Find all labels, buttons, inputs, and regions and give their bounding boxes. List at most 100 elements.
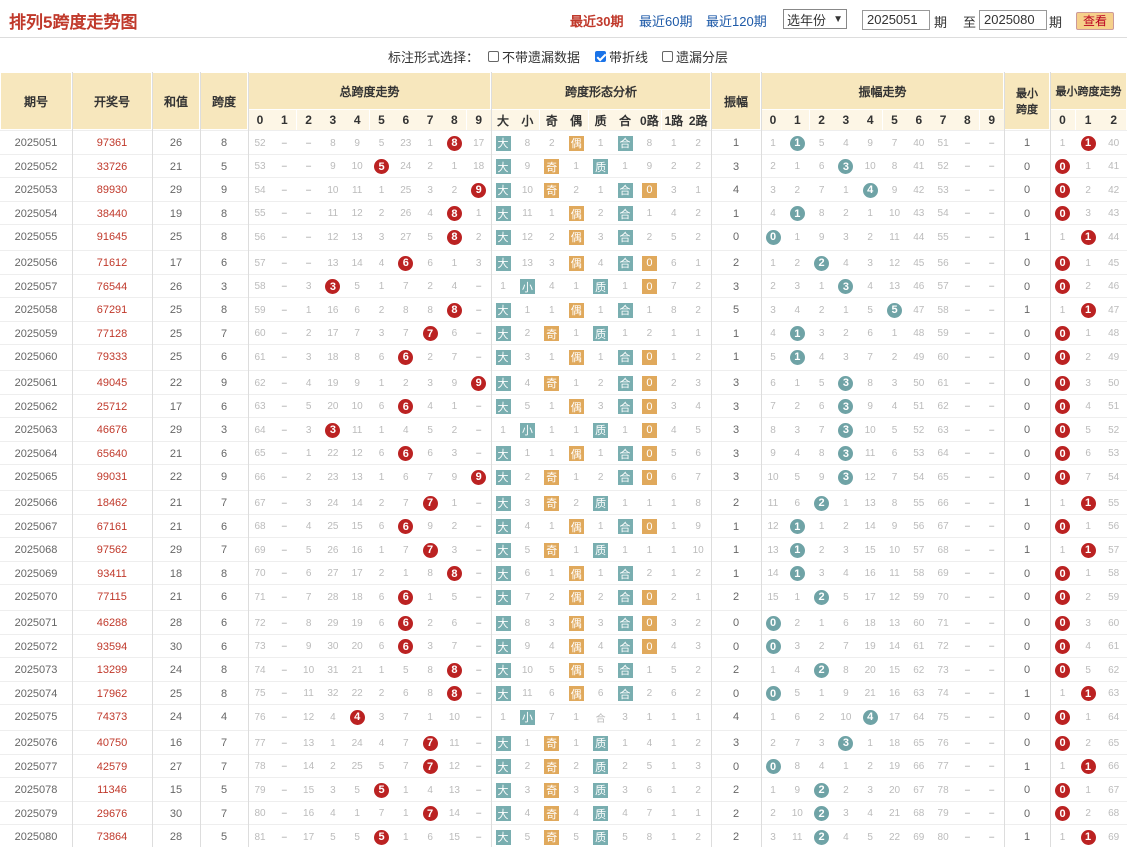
miss-value: 7 [305,591,312,603]
checkbox-layered[interactable] [662,51,673,62]
miss-value: 3 [524,497,531,509]
miss-dash: ━ [989,665,995,675]
miss-value: 9 [427,521,433,533]
span-cell: 6 [220,351,228,364]
miss-value: 8 [891,161,898,173]
link-recent-120[interactable]: 最近120期 [706,14,767,29]
min-span-cell: 0 [1023,737,1031,749]
amp-trend-cell: ━ [955,251,979,275]
miss-dash: ━ [989,712,995,722]
miss-value: 1 [1059,304,1066,316]
option-no-miss[interactable]: 不带遗漏数据 [488,47,580,66]
shape-cell: 8 [662,298,686,322]
sum-cell: 24 [169,664,183,677]
shape-cell: 1 [589,131,613,155]
amp-ball: 2 [814,662,830,678]
link-recent-60[interactable]: 最近60期 [639,14,693,29]
amp-trend-cell: 78 [931,778,955,802]
amp-trend-cell: 1 [761,131,785,155]
span-trend-cell: 4 [297,371,321,395]
miss-value: 1 [867,208,873,220]
subheader-amp-digit: 9 [979,110,1004,130]
span-trend-cell: 1 [370,371,394,395]
miss-value: 5 [305,401,312,413]
span-ball: 9 [471,375,487,391]
span-trend-cell: 6 [370,585,394,609]
sum-cell: 25 [169,687,183,700]
shape-cell: 奇 [540,755,564,779]
shape-cell: 6 [637,778,661,802]
checkbox-no-miss[interactable] [488,51,499,62]
shape-tag: 大 [495,302,511,318]
span-cell: 7 [220,544,228,557]
sum-cell: 25 [169,231,183,244]
min-trend-cell: 0 [1050,731,1075,755]
miss-value: 20 [351,641,363,653]
span-trend-cell: 6 [418,442,442,466]
min-trend-cell: 2 [1076,585,1101,609]
span-trend-cell: 9 [321,155,345,179]
miss-value: 1 [770,711,776,723]
miss-value: 79 [937,808,949,820]
option-no-miss-label: 不带遗漏数据 [502,50,581,65]
span-trend-cell: 1 [370,658,394,682]
checkbox-polyline[interactable] [595,51,606,62]
miss-value: 1 [891,328,898,340]
miss-value: 2 [1085,808,1091,820]
miss-value: 1 [573,737,579,749]
to-period-input[interactable]: 2025080 [979,10,1047,30]
min-span-cell: 1 [1023,687,1031,700]
span-cell: 8 [220,567,228,580]
link-recent-30[interactable]: 最近30期 [570,14,624,29]
miss-value: 59 [254,304,266,316]
miss-value: 61 [913,641,925,653]
amp-trend-cell: 10 [858,418,882,442]
amp-trend-cell: 12 [761,515,785,539]
miss-value: 17 [473,137,485,149]
miss-value: 13 [888,617,901,629]
amp-trend-cell: 5 [810,371,834,395]
amp-trend-cell: 11 [883,562,907,586]
amp-trend-cell: 5 [761,345,785,369]
span-trend-cell: 3 [297,418,321,442]
amp-trend-cell: 1 [785,562,809,586]
miss-value: 3 [524,351,531,363]
min-trend-cell: 0 [1050,515,1075,539]
shape-cell: 质 [589,155,613,179]
amp-trend-cell: 0 [761,611,785,635]
miss-value: 14 [767,568,779,580]
miss-value: 9 [891,521,898,533]
span-trend-cell: 58 [248,275,272,299]
miss-value: 2 [646,231,653,243]
amp-trend-cell: ━ [955,131,979,155]
shape-cell: 10 [686,538,710,562]
subheader-amp-digit: 6 [906,110,931,130]
option-layered[interactable]: 遗漏分层 [662,47,728,66]
amp-trend-cell: 60 [907,611,931,635]
miss-value: 2 [378,688,385,700]
miss-value: 74 [937,688,949,700]
amp-cell: 2 [732,497,740,509]
span-trend-cell: ━ [272,635,296,659]
span-trend-cell: 9 [467,465,491,489]
span-trend-cell: 7 [442,635,466,659]
table-row: 2025076 40750 16 7 77 ━ 13 1 24 4 7 7 11 ━ 大 1 奇 1 质 1 4 1 2 3 2… [0,730,1127,754]
amp-trend-cell: 2 [810,778,834,802]
view-button[interactable]: 查看 [1076,12,1114,30]
miss-value: 5 [549,664,555,676]
miss-value: 57 [937,281,949,293]
amp-trend-cell: 3 [785,635,809,659]
span-trend-cell: 8 [418,658,442,682]
option-polyline[interactable]: 带折线 [595,47,648,66]
min-ball: 0 [1055,182,1070,198]
year-select[interactable]: 选年份 ▼ [783,9,847,29]
from-period-input[interactable]: 2025051 [862,10,930,30]
span-trend-cell: 53 [248,155,272,179]
amp-trend-cell: 71 [931,611,955,635]
min-trend-cell: 1 [1076,491,1101,515]
span-ball: 9 [471,182,487,198]
span-trend-cell: 75 [248,682,272,706]
amp-trend-cell: ━ [980,418,1004,442]
miss-value: 1 [818,521,825,533]
miss-value: 3 [843,231,849,243]
